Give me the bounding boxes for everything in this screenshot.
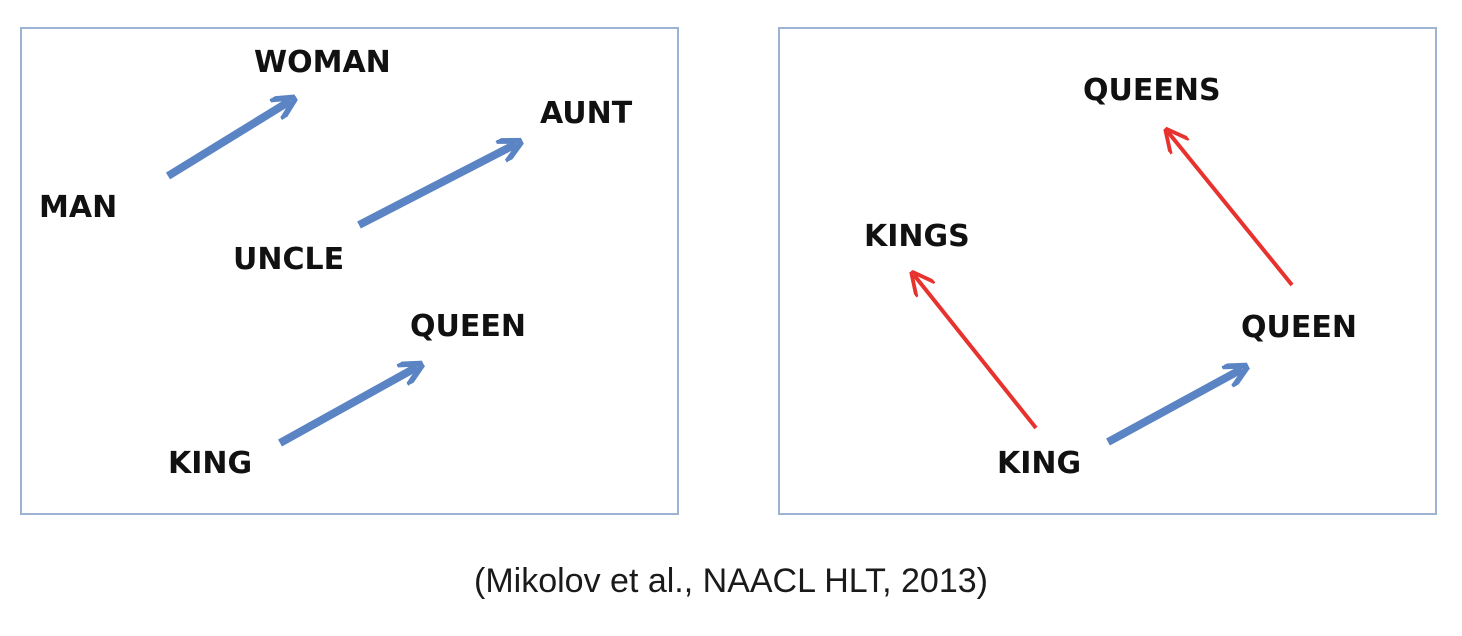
- word-woman: WOMAN: [254, 45, 391, 80]
- left-arrows: [165, 29, 677, 447]
- word-man: MAN: [39, 190, 118, 225]
- right-panel: QUEENS KINGS QUEEN KING: [778, 27, 1437, 515]
- arrow-man-woman: [165, 101, 290, 180]
- left-panel: WOMAN AUNT MAN UNCLE QUEEN KING: [20, 27, 679, 515]
- word-queen: QUEEN: [1241, 310, 1357, 345]
- word-kings: KINGS: [864, 219, 970, 254]
- word-queens: QUEENS: [1083, 73, 1221, 108]
- arrow-queen-queens: [1168, 132, 1294, 287]
- arrow-uncle-aunt: [357, 144, 516, 229]
- word-aunt: AUNT: [540, 96, 633, 131]
- arrow-king-queen: [278, 367, 417, 447]
- citation-caption: (Mikolov et al., NAACL HLT, 2013): [474, 562, 988, 600]
- word-king: KING: [168, 446, 253, 481]
- arrow-king-queen: [1106, 369, 1242, 446]
- arrow-king-kings: [914, 275, 1038, 430]
- word-king: KING: [997, 446, 1082, 481]
- word-uncle: UNCLE: [233, 242, 345, 277]
- word-queen: QUEEN: [410, 309, 526, 344]
- right-arrows: [780, 29, 1294, 446]
